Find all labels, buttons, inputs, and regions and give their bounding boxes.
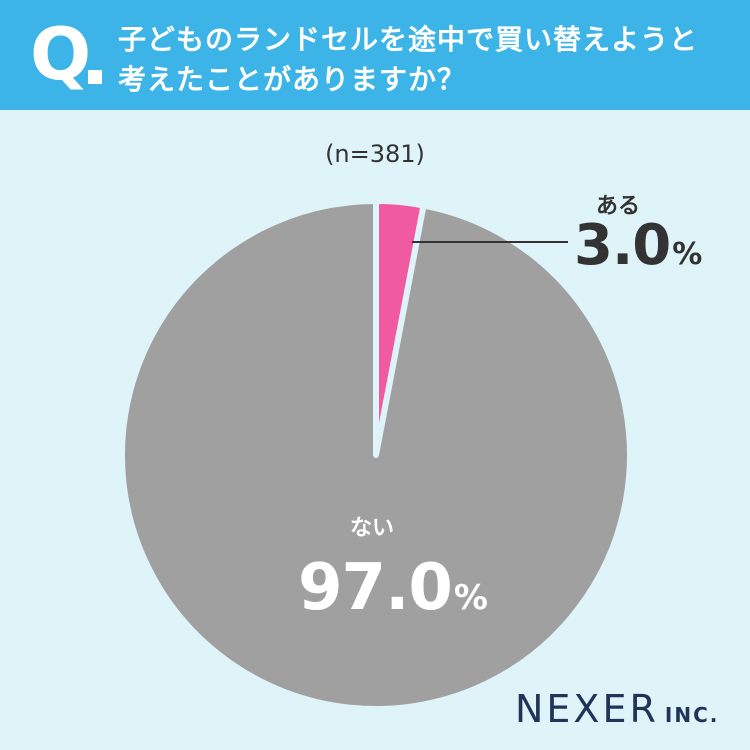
question-header: Q 子どものランドセルを途中で買い替えようと 考えたことがありますか？ <box>0 0 750 110</box>
question-line-1: 子どものランドセルを途中で買い替えようと <box>118 23 699 56</box>
q-letter: Q <box>30 12 92 96</box>
logo-sub: INC. <box>664 703 720 727</box>
slice-label-aru: ある <box>596 194 641 219</box>
slice-value-aru-number: 3.0 <box>574 213 671 278</box>
sample-size: (n=381) <box>325 140 425 168</box>
slice-value-nai: 97.0% <box>298 556 488 620</box>
logo-main: NEXER <box>515 687 659 731</box>
slice-value-aru: 3.0% <box>574 218 702 274</box>
q-dot <box>88 70 102 84</box>
question-line-2: 考えたことがありますか？ <box>118 63 467 96</box>
slice-value-nai-number: 97.0 <box>298 551 453 625</box>
pie-slice-nai <box>119 198 633 712</box>
question-text: 子どものランドセルを途中で買い替えようと 考えたことがありますか？ <box>118 20 728 100</box>
slice-label-nai: ない <box>350 516 395 541</box>
nexer-logo: NEXER INC. <box>515 690 719 728</box>
slice-value-aru-unit: % <box>672 237 703 272</box>
slice-value-nai-unit: % <box>453 578 488 618</box>
